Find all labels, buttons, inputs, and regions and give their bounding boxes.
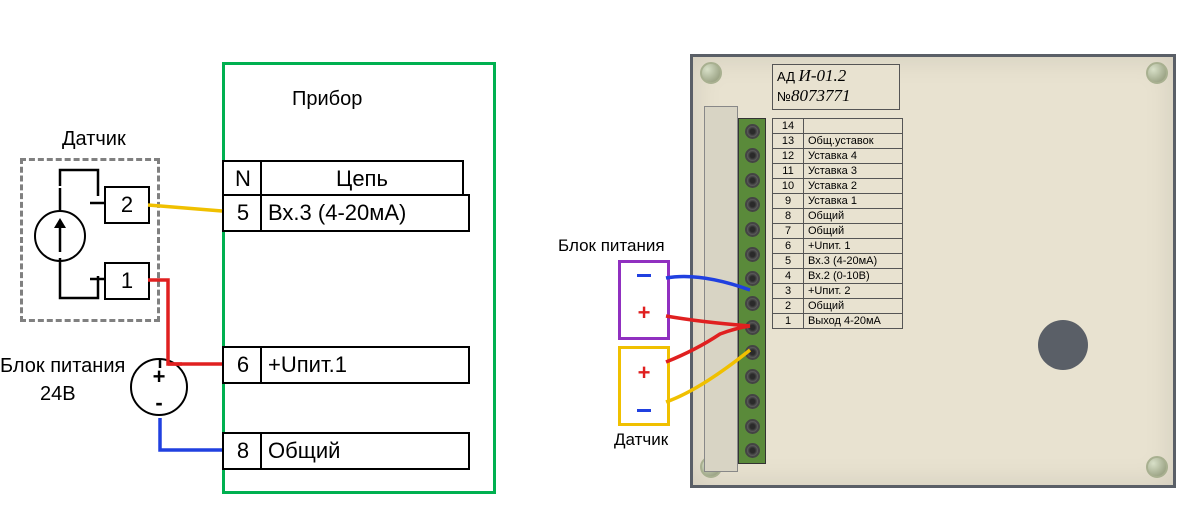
photo-wires	[0, 0, 900, 520]
mounting-hole	[1038, 320, 1088, 370]
screw-icon	[1146, 456, 1168, 478]
screw-icon	[1146, 62, 1168, 84]
